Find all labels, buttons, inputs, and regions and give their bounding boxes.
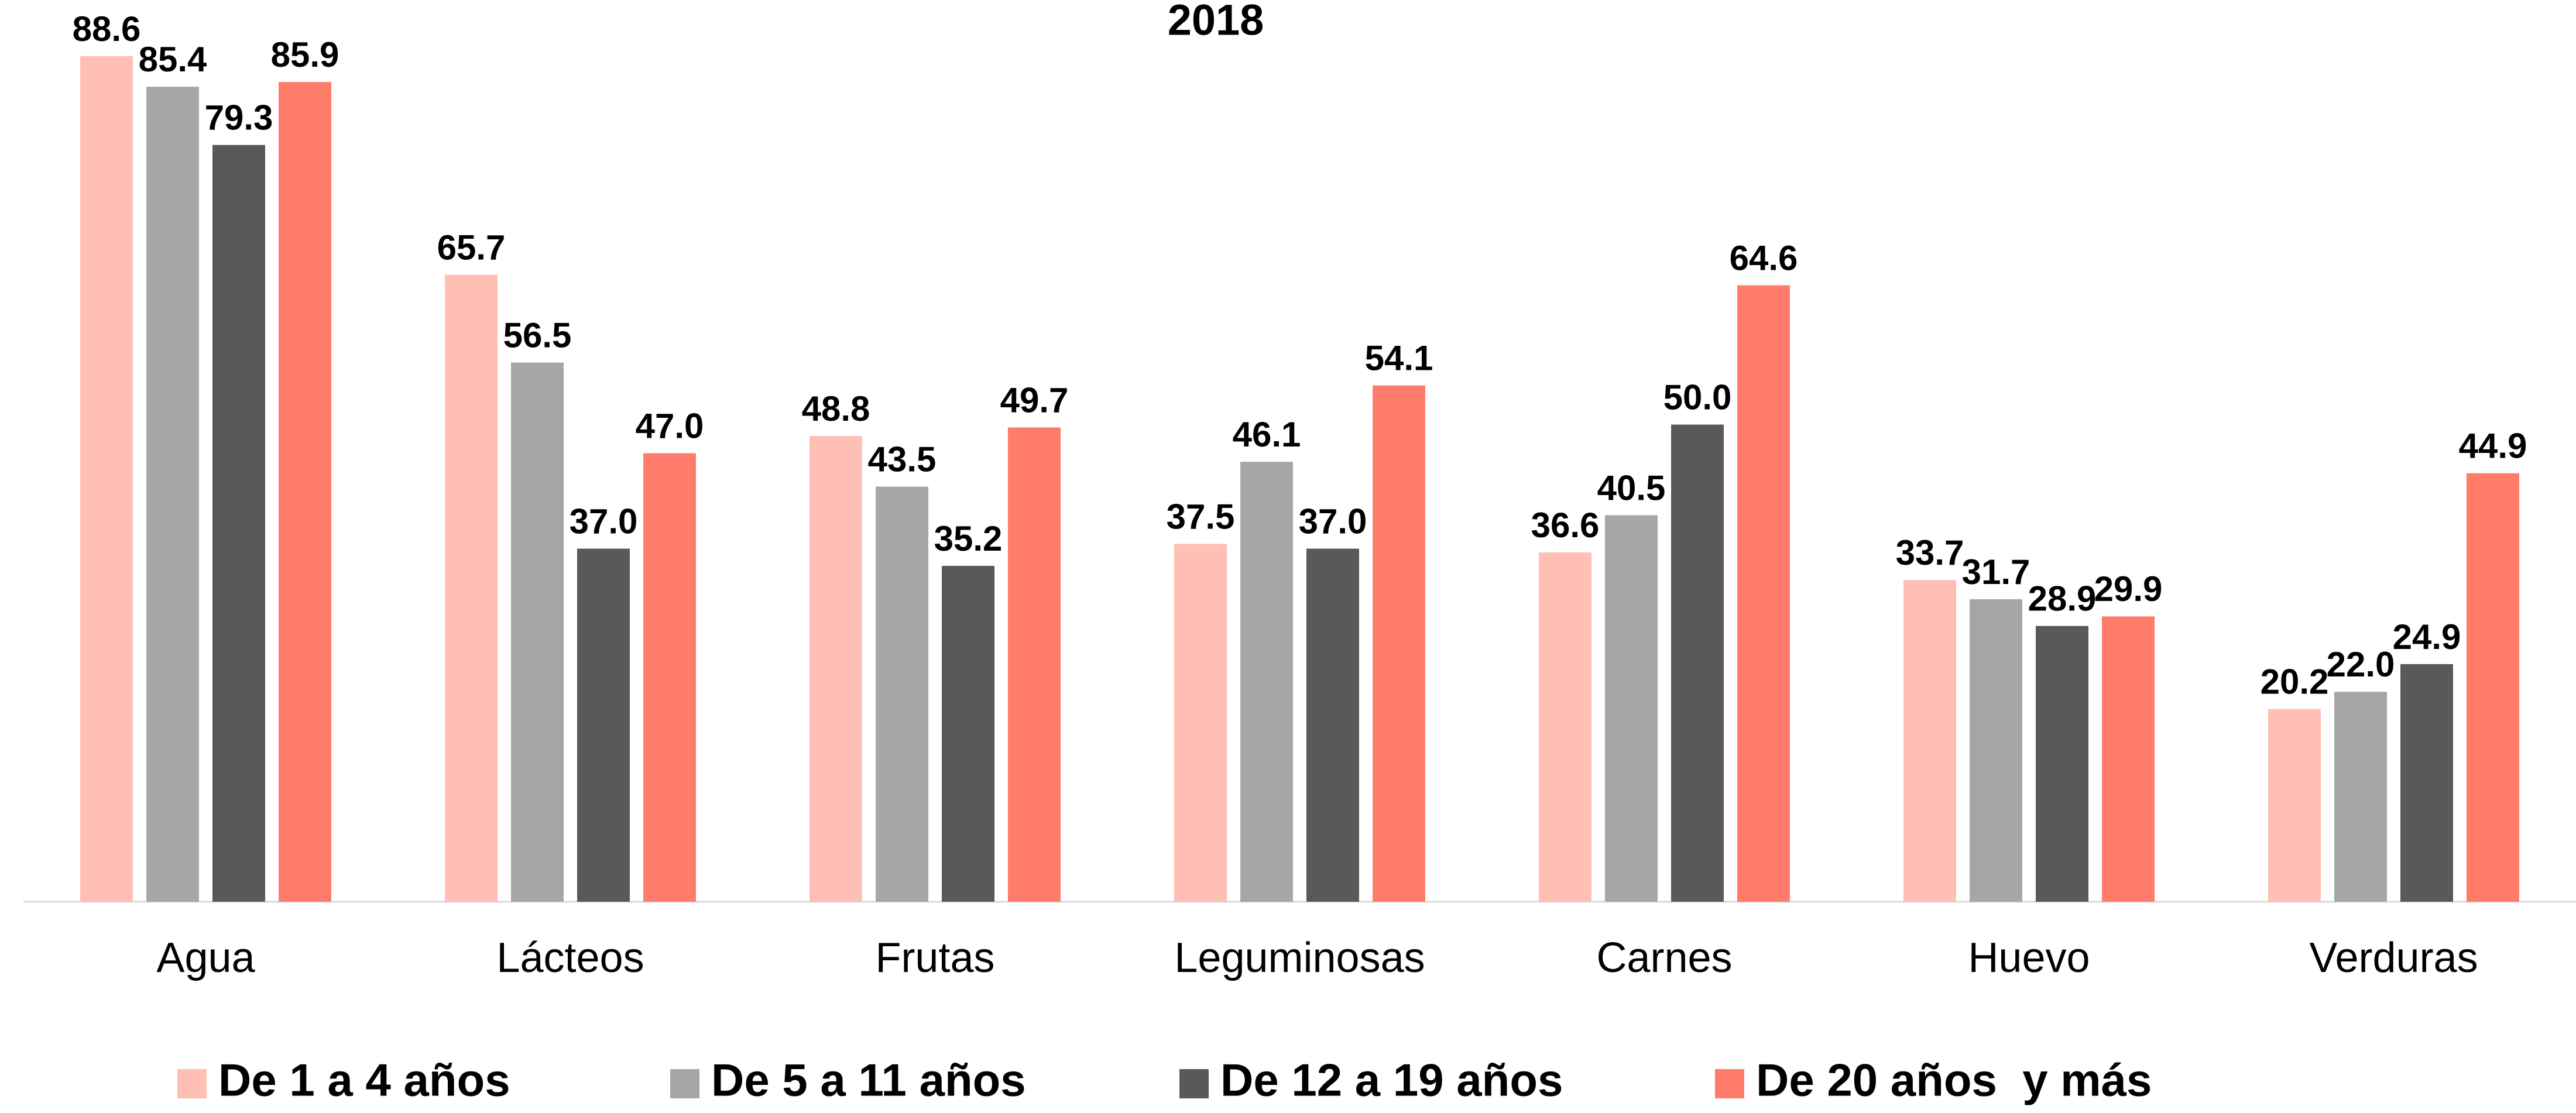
data-label: 22.0 <box>2327 645 2395 684</box>
data-label: 56.5 <box>503 315 572 355</box>
bar <box>1737 285 1790 902</box>
bar <box>643 453 696 902</box>
legend-label: De 12 a 19 años <box>1220 1054 1563 1106</box>
bar <box>1240 462 1293 902</box>
data-label: 44.9 <box>2459 427 2527 466</box>
data-label: 28.9 <box>2028 579 2097 619</box>
bar <box>1539 552 1591 902</box>
data-label: 29.9 <box>2094 569 2163 609</box>
data-label: 85.9 <box>271 35 339 74</box>
bar <box>1373 385 1425 902</box>
data-label: 85.4 <box>139 40 207 79</box>
data-label: 48.8 <box>802 389 870 428</box>
data-label: 79.3 <box>205 98 273 138</box>
data-label: 31.7 <box>1962 552 2030 592</box>
bar <box>1008 427 1061 902</box>
x-tick-label: Huevo <box>1968 935 2090 981</box>
x-tick-label: Lácteos <box>496 935 644 981</box>
x-tick-label: Frutas <box>875 935 994 981</box>
data-label: 50.0 <box>1663 377 1732 417</box>
data-label: 40.5 <box>1597 468 1666 507</box>
bar <box>279 82 331 902</box>
bar <box>1605 515 1658 902</box>
bar <box>1174 544 1227 902</box>
data-label: 36.6 <box>1531 506 1600 545</box>
legend-swatch <box>177 1069 207 1098</box>
data-label: 64.6 <box>1730 238 1798 277</box>
bar <box>2036 626 2088 902</box>
bar <box>445 274 498 902</box>
data-label: 49.7 <box>1000 380 1069 420</box>
chart-title: 2018 <box>1168 0 1264 44</box>
bar <box>1671 424 1724 902</box>
data-label: 88.6 <box>73 9 141 49</box>
bar <box>2268 709 2321 902</box>
data-label: 37.0 <box>1299 501 1367 541</box>
legend-swatch <box>1715 1069 1744 1098</box>
data-label: 46.1 <box>1233 415 1301 454</box>
legend-swatch <box>670 1069 699 1098</box>
data-label: 43.5 <box>868 439 937 479</box>
legend-label: De 5 a 11 años <box>711 1054 1026 1106</box>
data-label: 35.2 <box>934 519 1003 558</box>
bar <box>2400 664 2453 902</box>
data-label: 33.7 <box>1896 533 1964 572</box>
legend-swatch <box>1179 1069 1209 1098</box>
bar <box>577 548 630 902</box>
bar <box>1970 599 2022 902</box>
bar <box>809 436 862 902</box>
x-tick-label: Carnes <box>1596 935 1732 981</box>
legend-label: De 20 años y más <box>1756 1054 2152 1106</box>
bar <box>212 145 265 902</box>
x-tick-label: Agua <box>156 935 255 981</box>
bar <box>80 56 133 902</box>
bar <box>511 362 564 902</box>
data-label: 47.0 <box>636 406 704 445</box>
bar <box>1306 548 1359 902</box>
bar <box>2102 616 2155 902</box>
bar <box>876 486 928 902</box>
data-label: 54.1 <box>1365 339 1433 378</box>
bar <box>2334 692 2387 902</box>
bar <box>2467 473 2519 902</box>
data-label: 20.2 <box>2261 662 2329 701</box>
bar <box>942 565 994 902</box>
data-label: 37.0 <box>570 501 638 541</box>
data-label: 37.5 <box>1167 497 1235 536</box>
x-tick-label: Verduras <box>2309 935 2478 981</box>
x-tick-label: Leguminosas <box>1174 935 1425 981</box>
data-label: 65.7 <box>437 228 506 267</box>
legend-label: De 1 a 4 años <box>218 1054 510 1106</box>
bar <box>146 87 199 902</box>
bar <box>1903 580 1956 902</box>
data-label: 24.9 <box>2393 617 2461 657</box>
